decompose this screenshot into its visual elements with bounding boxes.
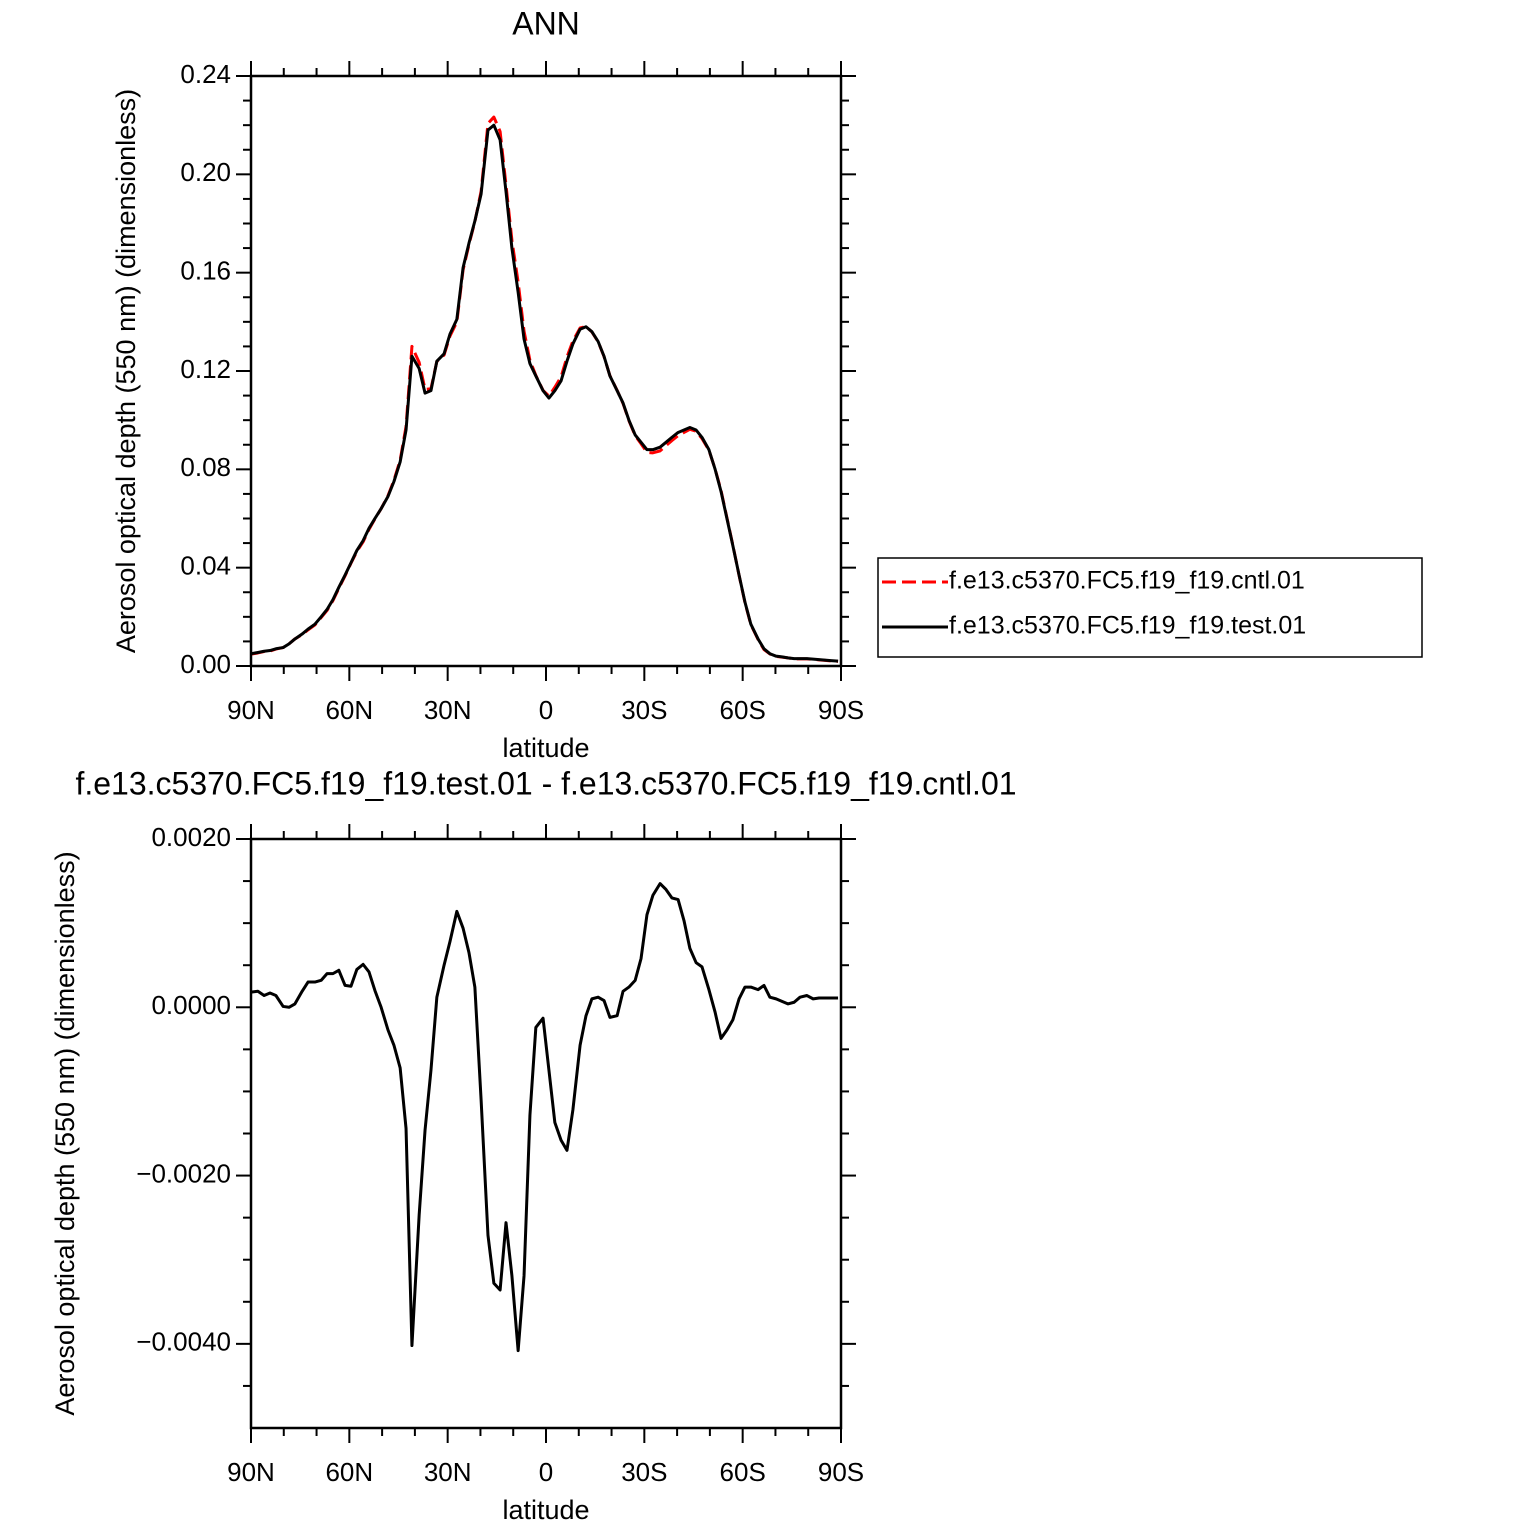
data-line [250, 882, 839, 1353]
x-tick-label: 90S [818, 1457, 864, 1487]
legend-label: f.e13.c5370.FC5.f19_f19.cntl.01 [949, 567, 1305, 595]
plot-frame [249, 837, 843, 1430]
legend-box [877, 557, 1423, 658]
y-axis-label: Aerosol optical depth (550 nm) (dimensio… [111, 89, 141, 653]
chart-title: f.e13.c5370.FC5.f19_f19.test.01 - f.e13.… [75, 765, 1016, 801]
x-tick-label: 90N [227, 695, 275, 725]
y-tick-label: −0.0040 [136, 1327, 231, 1357]
x-axis-label: latitude [502, 733, 589, 763]
x-tick-label: 60N [325, 695, 373, 725]
y-tick-label: 0.0020 [151, 822, 231, 852]
y-tick-label: 0.04 [180, 551, 231, 581]
x-tick-label: 60N [325, 1457, 373, 1487]
legend-label: f.e13.c5370.FC5.f19_f19.test.01 [949, 612, 1306, 640]
x-tick-label: 90N [227, 1457, 275, 1487]
y-tick-label: −0.0020 [136, 1158, 231, 1188]
y-tick-label: 0.00 [180, 649, 231, 679]
x-tick-label: 0 [539, 1457, 553, 1487]
x-tick-label: 30S [621, 1457, 667, 1487]
chart-title: ANN [512, 5, 580, 41]
y-tick-label: 0.0000 [151, 990, 231, 1020]
plot-frame [249, 74, 843, 668]
x-tick-label: 30S [621, 695, 667, 725]
x-tick-label: 30N [424, 1457, 472, 1487]
x-tick-label: 60S [720, 695, 766, 725]
x-tick-label: 0 [539, 695, 553, 725]
data-line [250, 115, 839, 663]
y-tick-label: 0.20 [180, 157, 231, 187]
x-tick-label: 60S [720, 1457, 766, 1487]
y-tick-label: 0.12 [180, 354, 231, 384]
y-tick-label: 0.24 [180, 59, 231, 89]
x-tick-label: 30N [424, 695, 472, 725]
x-axis-label: latitude [502, 1495, 589, 1525]
y-axis-label: Aerosol optical depth (550 nm) (dimensio… [50, 851, 80, 1415]
x-tick-label: 90S [818, 695, 864, 725]
y-tick-label: 0.08 [180, 452, 231, 482]
data-line [250, 123, 839, 663]
y-tick-label: 0.16 [180, 256, 231, 286]
